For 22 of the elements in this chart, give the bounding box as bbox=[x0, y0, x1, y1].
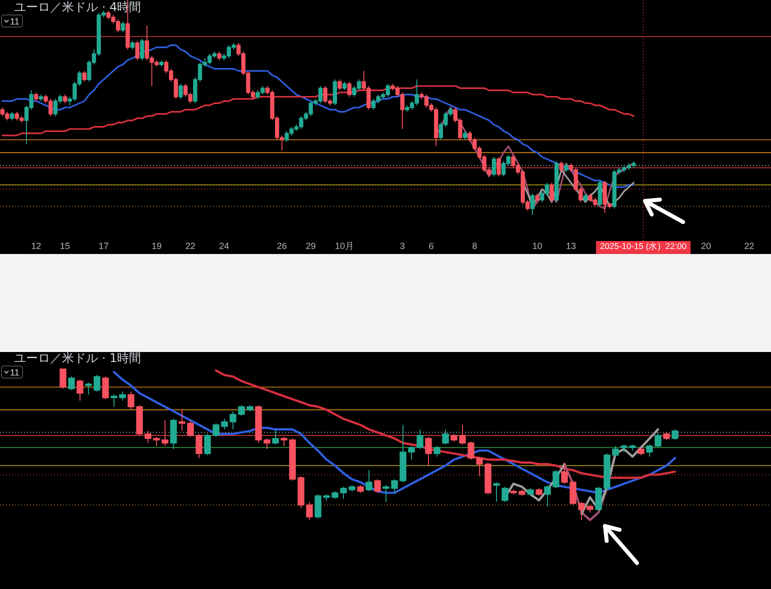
x-tick-label: 13 bbox=[566, 241, 576, 251]
title: ユーロ／米ドル · 1時間 bbox=[14, 351, 142, 365]
x-tick-label: 15 bbox=[60, 241, 70, 251]
x-tick-label: 12 bbox=[31, 241, 42, 251]
x-tick-label: 29 bbox=[306, 241, 316, 251]
x-tick-label: 10 bbox=[532, 241, 542, 251]
x-tick-label: 3 bbox=[400, 241, 405, 251]
x-tick-label: 19 bbox=[152, 241, 162, 251]
annotation: 11 bbox=[10, 16, 20, 26]
annotation: 11 bbox=[1, 14, 23, 28]
x-tick-label: 8 bbox=[472, 241, 478, 251]
x-tick-label: 10月 bbox=[335, 241, 354, 251]
x-tick-label: 20 bbox=[700, 241, 711, 251]
x-tick-label: 17 bbox=[98, 241, 109, 251]
x-tick-label: 22 bbox=[744, 241, 754, 251]
annotation: 11 bbox=[1, 366, 23, 378]
x-tick-label: 2025-10-15 (水) 22:00 bbox=[600, 241, 687, 251]
x-tick-label: 6 bbox=[428, 241, 434, 251]
x-tick-label: 26 bbox=[276, 241, 287, 251]
x-tick-label: 22 bbox=[185, 241, 196, 251]
crosshair-label: 2025-10-15 (水) 22:00 bbox=[596, 241, 691, 254]
x-tick-label: 24 bbox=[219, 241, 230, 251]
